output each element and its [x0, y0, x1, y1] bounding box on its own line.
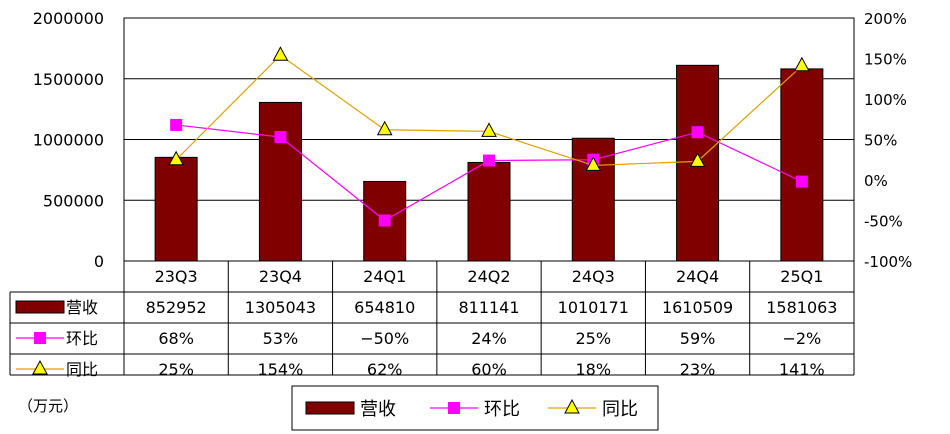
- legend: 营收 环比 同比: [291, 385, 659, 431]
- category-label: 25Q1: [780, 267, 823, 286]
- y-left-tick-label: 1000000: [33, 131, 104, 150]
- table-cell: 1305043: [245, 298, 316, 317]
- table-cell: 24%: [471, 329, 507, 348]
- table-cell: 654810: [354, 298, 415, 317]
- yoy-point: [481, 122, 497, 137]
- data-table: 23Q3 23Q4 24Q1 24Q2 24Q3 24Q4 25Q1 营收 852952 1305…: [9, 260, 855, 379]
- y-right-tick-label: 100%: [864, 91, 907, 109]
- revenue-bar: [154, 156, 198, 262]
- row-key-marker: [34, 332, 46, 344]
- legend-label: 营收: [360, 399, 396, 420]
- table-cell: 1581063: [766, 298, 837, 317]
- table-cell: 25%: [576, 329, 612, 348]
- table-cell: 62%: [367, 360, 403, 379]
- y-right-tick-label: 200%: [864, 10, 907, 28]
- table-cell: 1610509: [662, 298, 733, 317]
- row-header-label: 环比: [66, 329, 98, 348]
- table-cell: 18%: [576, 360, 612, 379]
- unit-label: （万元）: [18, 397, 78, 415]
- row-key-marker: [32, 359, 48, 375]
- category-label: 23Q4: [259, 267, 302, 286]
- table-cell: 25%: [158, 360, 194, 379]
- row-header-label: 营收: [66, 298, 98, 317]
- axes: 0 500000 1000000 1500000 2000000 -100% -50% 0% 5…: [33, 9, 913, 271]
- table-cell: 852952: [146, 298, 207, 317]
- yoy-point: [585, 156, 602, 171]
- yoy-point: [272, 46, 289, 61]
- category-label: 24Q2: [467, 267, 510, 286]
- legend-label: 环比: [484, 399, 520, 420]
- yoy-point: [376, 120, 393, 136]
- table-cell: 141%: [779, 360, 825, 379]
- y-right-tick-label: -50%: [864, 213, 903, 231]
- y-left-tick-label: 1500000: [33, 70, 104, 89]
- category-label: 24Q3: [572, 267, 615, 286]
- table-cell: 1010171: [558, 298, 629, 317]
- category-label: 24Q4: [676, 267, 719, 286]
- yoy-point: [168, 150, 184, 166]
- y-right-tick-label: 50%: [864, 132, 897, 150]
- y-left-tick-label: 500000: [43, 191, 104, 210]
- qoq-point: [274, 131, 287, 144]
- yoy-point: [794, 56, 810, 72]
- y-right-tick-label: 150%: [864, 51, 907, 69]
- category-label: 24Q1: [363, 267, 406, 286]
- yoy-point: [689, 152, 706, 167]
- table-cell: −50%: [360, 329, 409, 348]
- legend-key-marker: [448, 402, 460, 414]
- revenue-bar: [467, 161, 511, 262]
- table-cell: 154%: [258, 360, 304, 379]
- qoq-point: [691, 126, 704, 139]
- y-right-tick-label: -100%: [864, 253, 912, 271]
- y-left-tick-label: 2000000: [33, 9, 104, 28]
- legend-key-bar: [305, 401, 355, 415]
- table-cell: −2%: [782, 329, 821, 348]
- y-left-tick-label: 0: [94, 252, 104, 271]
- legend-label: 同比: [602, 399, 638, 420]
- table-cell: 60%: [471, 360, 507, 379]
- table-cell: 59%: [680, 329, 716, 348]
- table-cell: 811141: [458, 298, 519, 317]
- percent-lines: [168, 46, 810, 227]
- y-right-tick-label: 0%: [864, 172, 888, 190]
- qoq-point: [378, 214, 391, 227]
- category-label: 23Q3: [155, 267, 198, 286]
- row-header-label: 同比: [66, 360, 98, 379]
- revenue-bar: [780, 68, 824, 262]
- revenue-bar: [258, 101, 302, 262]
- table-cell: 68%: [158, 329, 194, 348]
- row-key-bar: [15, 300, 65, 314]
- legend-key-marker: [564, 398, 580, 414]
- table-cell: 23%: [680, 360, 716, 379]
- table-cell: 53%: [263, 329, 299, 348]
- qoq-point: [483, 154, 495, 167]
- revenue-bars: [154, 64, 824, 262]
- qoq-point: [170, 118, 183, 131]
- qoq-point: [795, 175, 808, 188]
